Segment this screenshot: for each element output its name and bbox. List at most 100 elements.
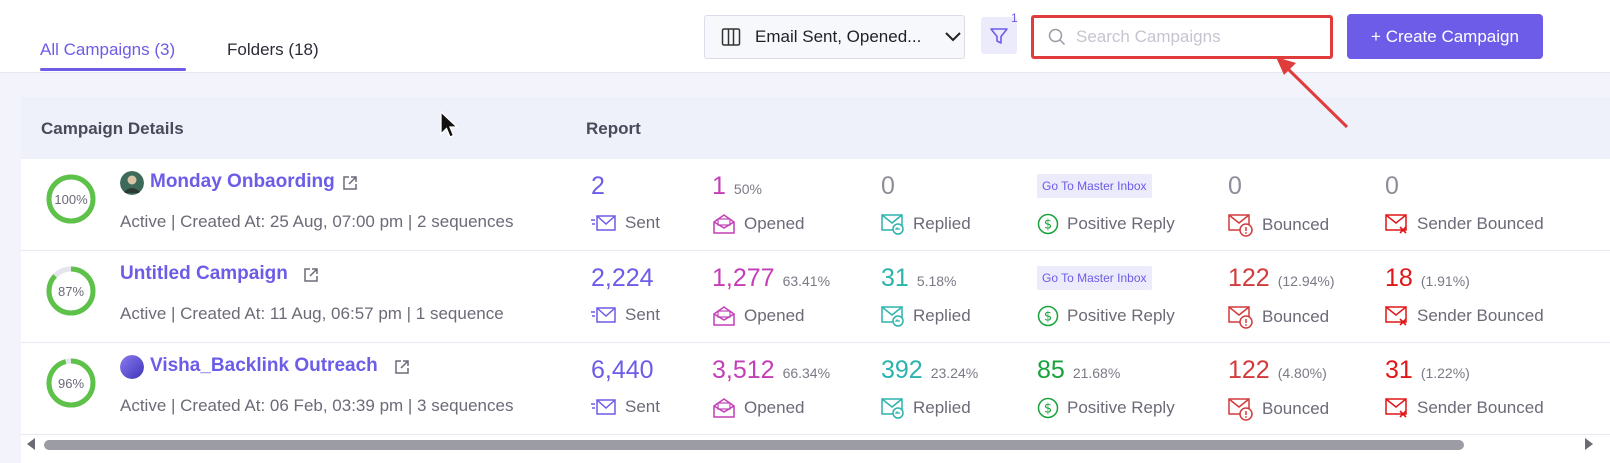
- positive-reply-label: $ Positive Reply: [1037, 305, 1175, 327]
- scroll-right-arrow[interactable]: [1585, 438, 1593, 450]
- search-box[interactable]: [1031, 15, 1333, 59]
- svg-text:$: $: [1044, 402, 1052, 417]
- positive-reply-count: 85 21.68%: [1037, 356, 1121, 384]
- external-link-icon[interactable]: [303, 267, 319, 283]
- columns-select-value: Email Sent, Opened...: [755, 27, 922, 46]
- campaign-meta: Active | Created At: 11 Aug, 06:57 pm | …: [120, 304, 504, 323]
- sender-bounced-label: Sender Bounced: [1385, 305, 1544, 327]
- email-bounced-icon: [1228, 214, 1253, 237]
- tab-folders[interactable]: Folders (18): [227, 40, 319, 59]
- external-link-icon[interactable]: [394, 359, 410, 375]
- avatar: [120, 355, 144, 379]
- sender-bounced-count: 0: [1385, 172, 1399, 200]
- search-input[interactable]: [1076, 27, 1316, 47]
- sender-bounced-icon: [1385, 214, 1407, 234]
- filter-count-badge: 1: [1011, 11, 1018, 25]
- progress-percent: 96%: [57, 375, 85, 391]
- progress-percent: 100%: [54, 191, 88, 207]
- replied-label: Replied: [881, 305, 971, 327]
- sent-count: 2,224: [591, 264, 654, 292]
- email-sent-icon: [591, 215, 616, 231]
- email-opened-icon: [713, 306, 735, 326]
- sent-count: 6,440: [591, 356, 654, 384]
- replied-count: 392 23.24%: [881, 356, 979, 384]
- create-campaign-button[interactable]: + Create Campaign: [1347, 14, 1543, 59]
- scroll-left-arrow[interactable]: [27, 438, 35, 450]
- campaign-table: Campaign Details Report 100% Monday Onba…: [21, 97, 1610, 463]
- replied-label: Replied: [881, 397, 971, 419]
- sender-bounced-label: Sender Bounced: [1385, 213, 1544, 235]
- email-replied-icon: [881, 398, 904, 419]
- sent-label: Sent: [591, 397, 660, 417]
- columns-select[interactable]: Email Sent, Opened...: [704, 15, 965, 59]
- email-sent-icon: [591, 399, 616, 415]
- svg-text:$: $: [1044, 218, 1052, 233]
- opened-label: Opened: [712, 213, 805, 235]
- mouse-cursor-icon: [440, 110, 459, 138]
- email-opened-icon: [713, 398, 735, 418]
- svg-text:$: $: [1044, 310, 1052, 325]
- dollar-circle-icon: $: [1037, 305, 1059, 327]
- sent-label: Sent: [591, 213, 660, 233]
- sender-bounced-icon: [1385, 306, 1407, 326]
- campaign-meta: Active | Created At: 25 Aug, 07:00 pm | …: [120, 212, 514, 231]
- bounced-label: Bounced: [1228, 305, 1329, 329]
- horizontal-scrollbar-thumb[interactable]: [44, 440, 1464, 450]
- campaign-name-link[interactable]: Monday Onbaording: [150, 171, 335, 192]
- email-replied-icon: [881, 214, 904, 235]
- opened-count: 3,512 66.34%: [712, 356, 831, 384]
- campaign-name-link[interactable]: Visha_Backlink Outreach: [150, 355, 378, 376]
- top-bar: All Campaigns (3) Folders (18) Email Sen…: [0, 0, 1610, 73]
- replied-count: 31 5.18%: [881, 264, 957, 292]
- bounced-count: 0: [1228, 172, 1242, 200]
- opened-count: 1 50%: [712, 172, 762, 200]
- dollar-circle-icon: $: [1037, 397, 1059, 419]
- email-bounced-icon: [1228, 306, 1253, 329]
- campaign-name-link[interactable]: Untitled Campaign: [120, 263, 288, 284]
- bounced-count: 122 (4.80%): [1228, 356, 1327, 384]
- filter-icon: [990, 27, 1008, 44]
- email-bounced-icon: [1228, 398, 1253, 421]
- tab-all-campaigns[interactable]: All Campaigns (3): [40, 40, 176, 59]
- sender-bounced-label: Sender Bounced: [1385, 397, 1544, 419]
- replied-label: Replied: [881, 213, 971, 235]
- progress-ring: [46, 266, 96, 316]
- bounced-label: Bounced: [1228, 213, 1329, 237]
- replied-count: 0: [881, 172, 895, 200]
- progress-percent: 87%: [57, 283, 85, 299]
- columns-icon: [721, 28, 741, 46]
- external-link-icon[interactable]: [342, 175, 358, 191]
- filter-button[interactable]: [981, 17, 1017, 54]
- go-to-master-inbox-button[interactable]: Go To Master Inbox: [1037, 174, 1152, 198]
- opened-label: Opened: [712, 397, 805, 419]
- opened-count: 1,277 63.41%: [712, 264, 831, 292]
- email-replied-icon: [881, 306, 904, 327]
- header-campaign-details: Campaign Details: [41, 119, 184, 138]
- positive-reply-label: $ Positive Reply: [1037, 213, 1175, 235]
- email-sent-icon: [591, 307, 616, 323]
- go-to-master-inbox-button[interactable]: Go To Master Inbox: [1037, 266, 1152, 290]
- table-row: 96% Visha_Backlink Outreach Active | Cre…: [21, 343, 1610, 435]
- progress-ring: [46, 174, 96, 224]
- opened-label: Opened: [712, 305, 805, 327]
- header-report: Report: [586, 119, 641, 138]
- sender-bounced-icon: [1385, 398, 1407, 418]
- bounced-label: Bounced: [1228, 397, 1329, 421]
- active-tab-underline: [40, 68, 186, 71]
- dollar-circle-icon: $: [1037, 213, 1059, 235]
- search-icon: [1048, 28, 1066, 46]
- positive-reply-label: $ Positive Reply: [1037, 397, 1175, 419]
- bounced-count: 122 (12.94%): [1228, 264, 1335, 292]
- avatar: [120, 171, 144, 195]
- table-row: 87% Untitled Campaign Active | Created A…: [21, 251, 1610, 343]
- email-opened-icon: [713, 214, 735, 234]
- sent-label: Sent: [591, 305, 660, 325]
- chevron-down-icon: [945, 32, 961, 42]
- sent-count: 2: [591, 172, 605, 200]
- sender-bounced-count: 18 (1.91%): [1385, 264, 1470, 292]
- table-row: 100% Monday Onbaording Active | Created …: [21, 159, 1610, 251]
- sender-bounced-count: 31 (1.22%): [1385, 356, 1470, 384]
- progress-ring: [46, 358, 96, 408]
- table-header: Campaign Details Report: [21, 97, 1610, 159]
- campaign-meta: Active | Created At: 06 Feb, 03:39 pm | …: [120, 396, 514, 415]
